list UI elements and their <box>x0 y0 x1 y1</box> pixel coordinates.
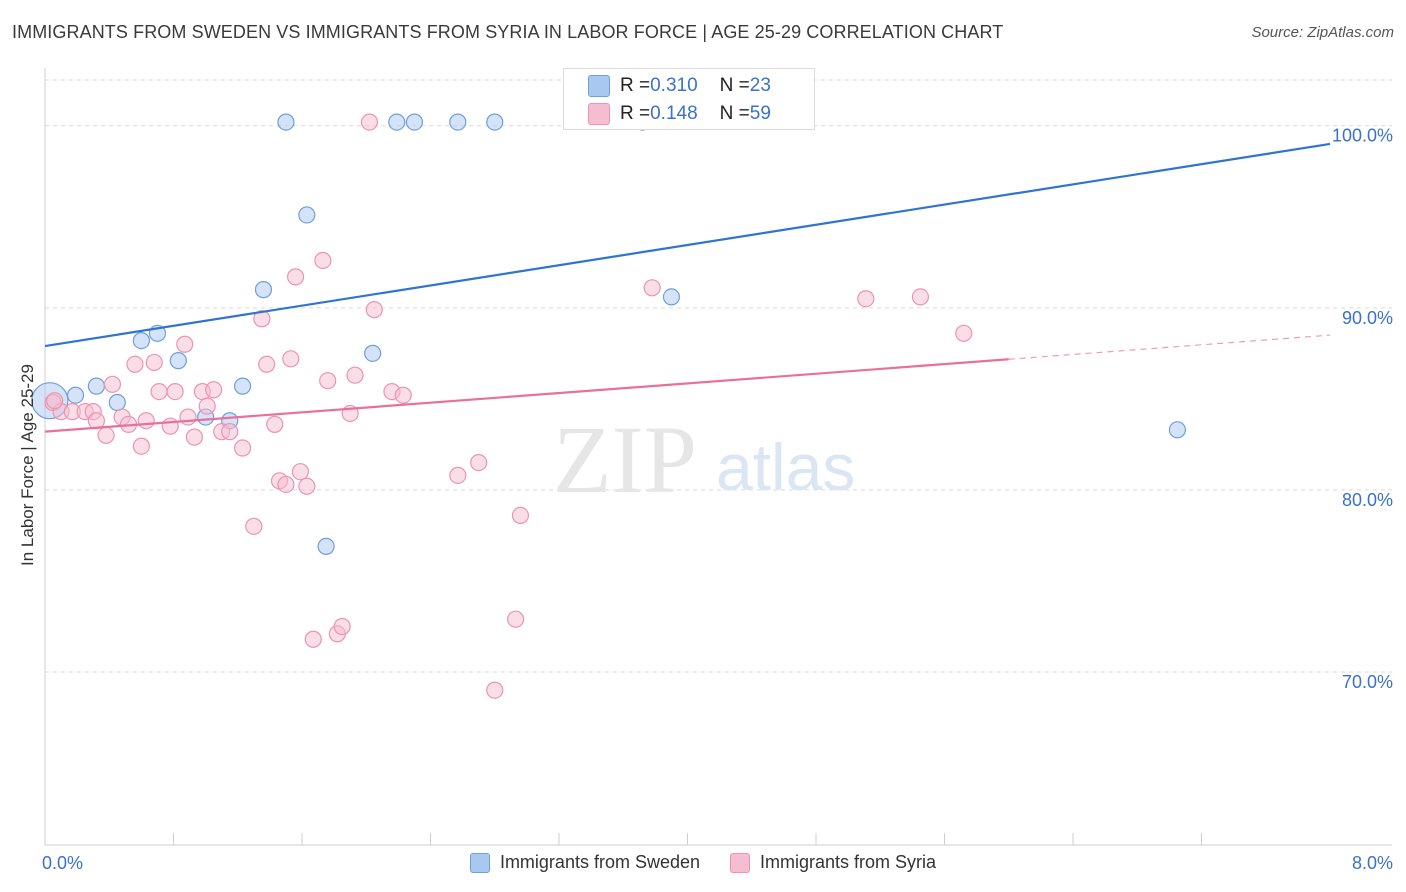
legend-item-syria[interactable]: Immigrants from Syria <box>730 852 936 873</box>
syria-point <box>394 386 412 404</box>
syria-point <box>258 355 276 373</box>
syria-point <box>360 113 379 131</box>
sweden-point <box>449 113 467 131</box>
stats-row-syria: R = 0.148 N = 59 <box>588 103 771 125</box>
watermark-atlas: atlas <box>716 430 855 504</box>
y-tick-label: 100.0% <box>1332 126 1393 146</box>
stats-swatch-syria <box>588 103 610 125</box>
sweden-point <box>364 344 382 362</box>
syria-point <box>333 617 351 636</box>
syria-point <box>643 279 661 297</box>
source-credit: Source: ZipAtlas.com <box>1251 24 1394 41</box>
chart-title: IMMIGRANTS FROM SWEDEN VS IMMIGRANTS FRO… <box>12 22 1004 42</box>
legend-swatch-syria <box>730 852 751 873</box>
syria-point <box>365 301 383 319</box>
syria-point <box>185 428 203 446</box>
syria-point <box>857 290 875 308</box>
syria-point <box>46 392 64 410</box>
stats-n-label: N = <box>719 103 750 124</box>
syria-point <box>286 268 305 286</box>
y-tick-label: 70.0% <box>1342 672 1393 692</box>
stats-n-value: 59 <box>749 103 771 124</box>
syria-point <box>176 335 194 353</box>
stats-box: R = 0.310 N = 23 R = 0.148 N = 59 <box>563 68 815 130</box>
sweden-point <box>388 113 406 131</box>
syria-point <box>150 382 168 401</box>
syria-point <box>282 350 300 368</box>
legend-swatch-sweden <box>469 852 490 873</box>
x-tick-label: 8.0% <box>1352 853 1393 873</box>
syria-point <box>291 463 309 481</box>
syria-point <box>126 355 144 373</box>
syria-point <box>955 324 973 342</box>
syria-point <box>319 372 337 390</box>
stats-r-value: 0.148 <box>650 103 698 124</box>
watermark-zip: ZIP <box>553 406 697 513</box>
syria-point <box>298 477 316 495</box>
syria-point <box>304 630 322 648</box>
y-tick-label: 80.0% <box>1342 490 1393 510</box>
syria-point <box>97 426 115 444</box>
legend-item-sweden[interactable]: Immigrants from Sweden <box>469 852 701 873</box>
sweden-point <box>66 386 85 404</box>
y-tick-label: 90.0% <box>1342 308 1393 328</box>
sweden-trend-line <box>44 142 1331 348</box>
sweden-point <box>486 113 504 131</box>
syria-trend-line <box>44 358 1009 433</box>
syria-point <box>132 437 150 455</box>
y-axis-label: In Labor Force | Age 25-29 <box>18 364 37 566</box>
stats-row-sweden: R = 0.310 N = 23 <box>588 75 771 97</box>
syria-point <box>145 353 163 372</box>
syria-point <box>253 310 271 328</box>
syria-point <box>198 397 216 415</box>
stats-n-label: N = <box>719 75 750 96</box>
sweden-point <box>169 352 187 370</box>
x-tick-label: 0.0% <box>42 853 83 873</box>
syria-point <box>314 251 332 270</box>
legend: Immigrants from Sweden Immigrants from S… <box>0 852 1406 873</box>
syria-point <box>911 288 930 306</box>
sweden-point <box>405 113 424 131</box>
syria-point <box>245 517 263 535</box>
syria-trend-extension <box>1008 334 1331 360</box>
syria-point <box>449 466 467 484</box>
sweden-point <box>254 281 273 299</box>
sweden-point <box>1168 421 1187 439</box>
syria-point <box>266 415 284 433</box>
sweden-point <box>298 206 316 224</box>
stats-r-label: R = <box>620 103 651 124</box>
sweden-point <box>317 537 335 555</box>
stats-n-value: 23 <box>749 75 771 96</box>
syria-point <box>277 475 295 494</box>
syria-point <box>233 439 252 457</box>
sweden-point <box>662 288 681 306</box>
syria-point <box>137 412 155 430</box>
sweden-point <box>87 377 106 395</box>
syria-point <box>470 454 488 472</box>
sweden-point <box>233 377 252 395</box>
stats-r-value: 0.310 <box>650 75 698 96</box>
syria-point <box>205 381 223 399</box>
syria-point <box>179 408 197 426</box>
syria-point <box>166 382 184 401</box>
stats-swatch-sweden <box>588 75 610 97</box>
syria-point <box>221 423 239 441</box>
legend-label-syria: Immigrants from Syria <box>760 852 937 872</box>
syria-point <box>103 375 122 393</box>
syria-point <box>511 506 530 525</box>
syria-point <box>161 417 179 435</box>
stats-r-label: R = <box>620 75 651 96</box>
sweden-point <box>108 393 126 412</box>
sweden-point <box>277 113 295 131</box>
sweden-point <box>132 332 150 350</box>
syria-point <box>346 366 364 384</box>
legend-label-sweden: Immigrants from Sweden <box>499 852 701 872</box>
syria-point <box>486 681 504 699</box>
syria-point <box>507 610 525 628</box>
